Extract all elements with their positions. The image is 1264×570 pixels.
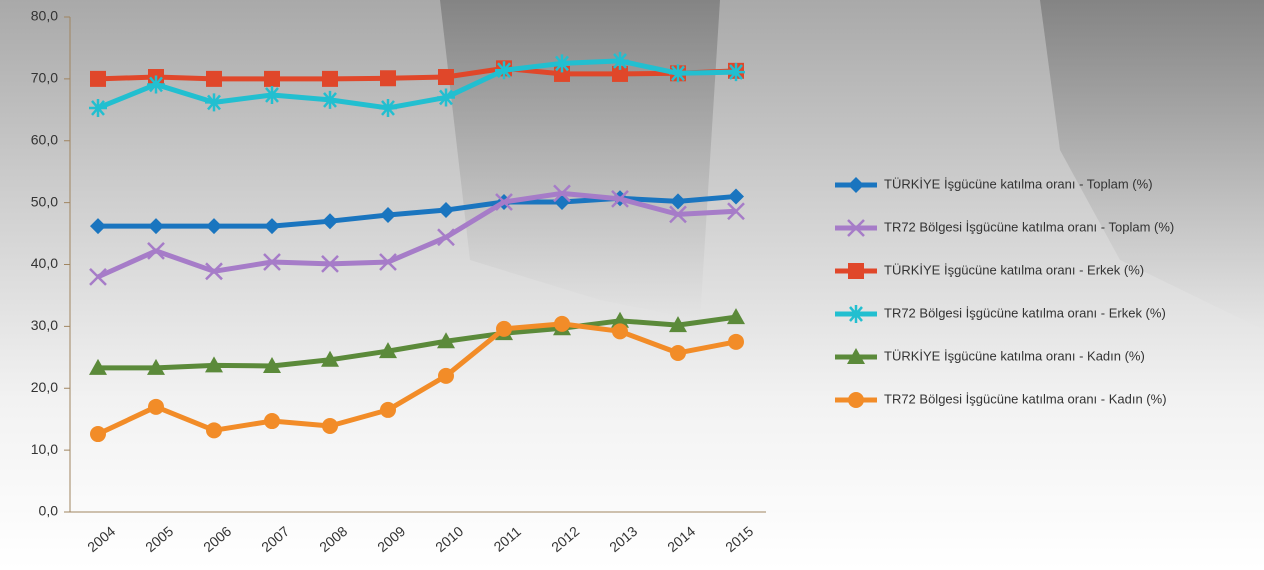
legend-marker <box>848 392 864 408</box>
y-tick-label: 60,0 <box>31 131 58 147</box>
marker <box>206 71 222 87</box>
chart: 0,010,020,030,040,050,060,070,080,020042… <box>0 0 1264 570</box>
marker <box>611 52 629 70</box>
y-tick-label: 50,0 <box>31 193 58 209</box>
legend-marker <box>847 305 865 323</box>
marker <box>438 368 454 384</box>
y-tick-label: 70,0 <box>31 70 58 86</box>
marker <box>147 75 165 93</box>
marker <box>322 418 338 434</box>
marker <box>206 422 222 438</box>
marker <box>438 69 454 85</box>
legend-label: TÜRKİYE İşgücüne katılma oranı - Kadın (… <box>884 348 1145 363</box>
marker <box>89 99 107 117</box>
marker <box>263 86 281 104</box>
y-tick-label: 0,0 <box>39 503 59 519</box>
marker <box>670 345 686 361</box>
marker <box>380 70 396 86</box>
y-tick-label: 40,0 <box>31 255 58 271</box>
y-tick-label: 30,0 <box>31 317 58 333</box>
marker <box>148 399 164 415</box>
y-tick-label: 80,0 <box>31 8 58 24</box>
y-tick-label: 20,0 <box>31 379 58 395</box>
marker <box>727 63 745 81</box>
marker <box>321 91 339 109</box>
marker <box>264 413 280 429</box>
marker <box>496 321 512 337</box>
legend-item: TR72 Bölgesi İşgücüne katılma oranı - Er… <box>835 305 1166 323</box>
legend-item: TR72 Bölgesi İşgücüne katılma oranı - Ka… <box>835 391 1167 408</box>
marker <box>264 71 280 87</box>
legend-label: TR72 Bölgesi İşgücüne katılma oranı - To… <box>884 219 1174 234</box>
marker <box>728 334 744 350</box>
marker <box>553 54 571 72</box>
legend-label: TÜRKİYE İşgücüne katılma oranı - Erkek (… <box>884 262 1144 277</box>
legend-marker <box>848 263 864 279</box>
marker <box>612 323 628 339</box>
marker <box>90 71 106 87</box>
marker <box>495 61 513 79</box>
marker <box>380 402 396 418</box>
marker <box>322 71 338 87</box>
legend-label: TR72 Bölgesi İşgücüne katılma oranı - Er… <box>884 305 1166 320</box>
marker <box>379 99 397 117</box>
legend-item: TR72 Bölgesi İşgücüne katılma oranı - To… <box>835 219 1174 236</box>
marker <box>669 64 687 82</box>
legend-label: TR72 Bölgesi İşgücüne katılma oranı - Ka… <box>884 391 1167 406</box>
marker <box>205 93 223 111</box>
marker <box>90 426 106 442</box>
marker <box>554 316 570 332</box>
y-tick-label: 10,0 <box>31 441 58 457</box>
legend-label: TÜRKİYE İşgücüne katılma oranı - Toplam … <box>884 176 1153 191</box>
marker <box>437 88 455 106</box>
